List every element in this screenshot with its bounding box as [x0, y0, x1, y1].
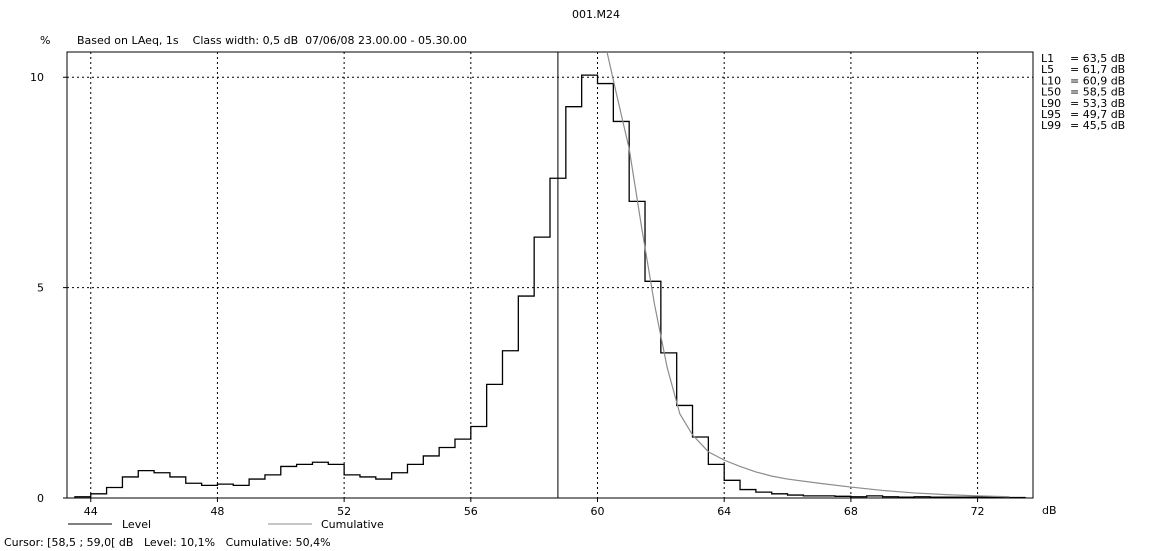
y-tick-label: 0: [37, 492, 44, 505]
stat-value: = 63,5 dB: [1070, 52, 1125, 65]
level-series-line: [74, 74, 1026, 498]
x-tick-label: 44: [84, 505, 98, 518]
x-tick-label: 48: [210, 505, 224, 518]
stat-name: L1: [1041, 52, 1054, 65]
y-tick-label: 10: [30, 71, 44, 84]
file-title: 001.M24: [572, 8, 620, 21]
stat-name: L99: [1041, 119, 1061, 132]
legend-cumulative-label: Cumulative: [321, 518, 384, 531]
cumulative-series-line: [606, 52, 1010, 498]
stat-value: = 60,9 dB: [1070, 74, 1125, 87]
stat-value: = 49,7 dB: [1070, 108, 1125, 121]
stat-name: L50: [1041, 86, 1061, 99]
x-tick-label: 64: [717, 505, 731, 518]
y-tick-labels: 0 5 10: [30, 71, 44, 505]
stat-value: = 53,3 dB: [1070, 97, 1125, 110]
chart-header-text: Based on LAeq, 1s Class width: 0,5 dB 07…: [77, 34, 467, 47]
grid-layer: [63, 52, 1033, 502]
x-tick-label: 72: [971, 505, 985, 518]
stat-name: L10: [1041, 74, 1061, 87]
statistics-panel: L1 = 63,5 dB L5 = 61,7 dB L10 = 60,9 dB L50 = 5…: [1041, 52, 1125, 132]
x-tick-label: 56: [464, 505, 478, 518]
stat-name: L90: [1041, 97, 1061, 110]
series-layer: [74, 52, 1026, 498]
cursor-readout: Cursor: [58,5 ; 59,0[ dB Level: 10,1% Cu…: [4, 536, 331, 549]
x-tick-label: 52: [337, 505, 351, 518]
stat-value: = 45,5 dB: [1070, 119, 1125, 132]
stat-name: L95: [1041, 108, 1061, 121]
y-unit-label: %: [40, 34, 50, 47]
stat-value: = 58,5 dB: [1070, 86, 1125, 99]
legend-level-label: Level: [122, 518, 151, 531]
x-tick-label: 60: [591, 505, 605, 518]
stat-value: = 61,7 dB: [1070, 63, 1125, 76]
y-tick-label: 5: [37, 282, 44, 295]
x-tick-label: 68: [844, 505, 858, 518]
x-tick-labels: 44 48 52 56 60 64 68 72: [84, 505, 985, 518]
plot-frame: [66, 51, 1034, 499]
stat-name: L5: [1041, 63, 1054, 76]
x-axis-unit: dB: [1042, 504, 1057, 517]
